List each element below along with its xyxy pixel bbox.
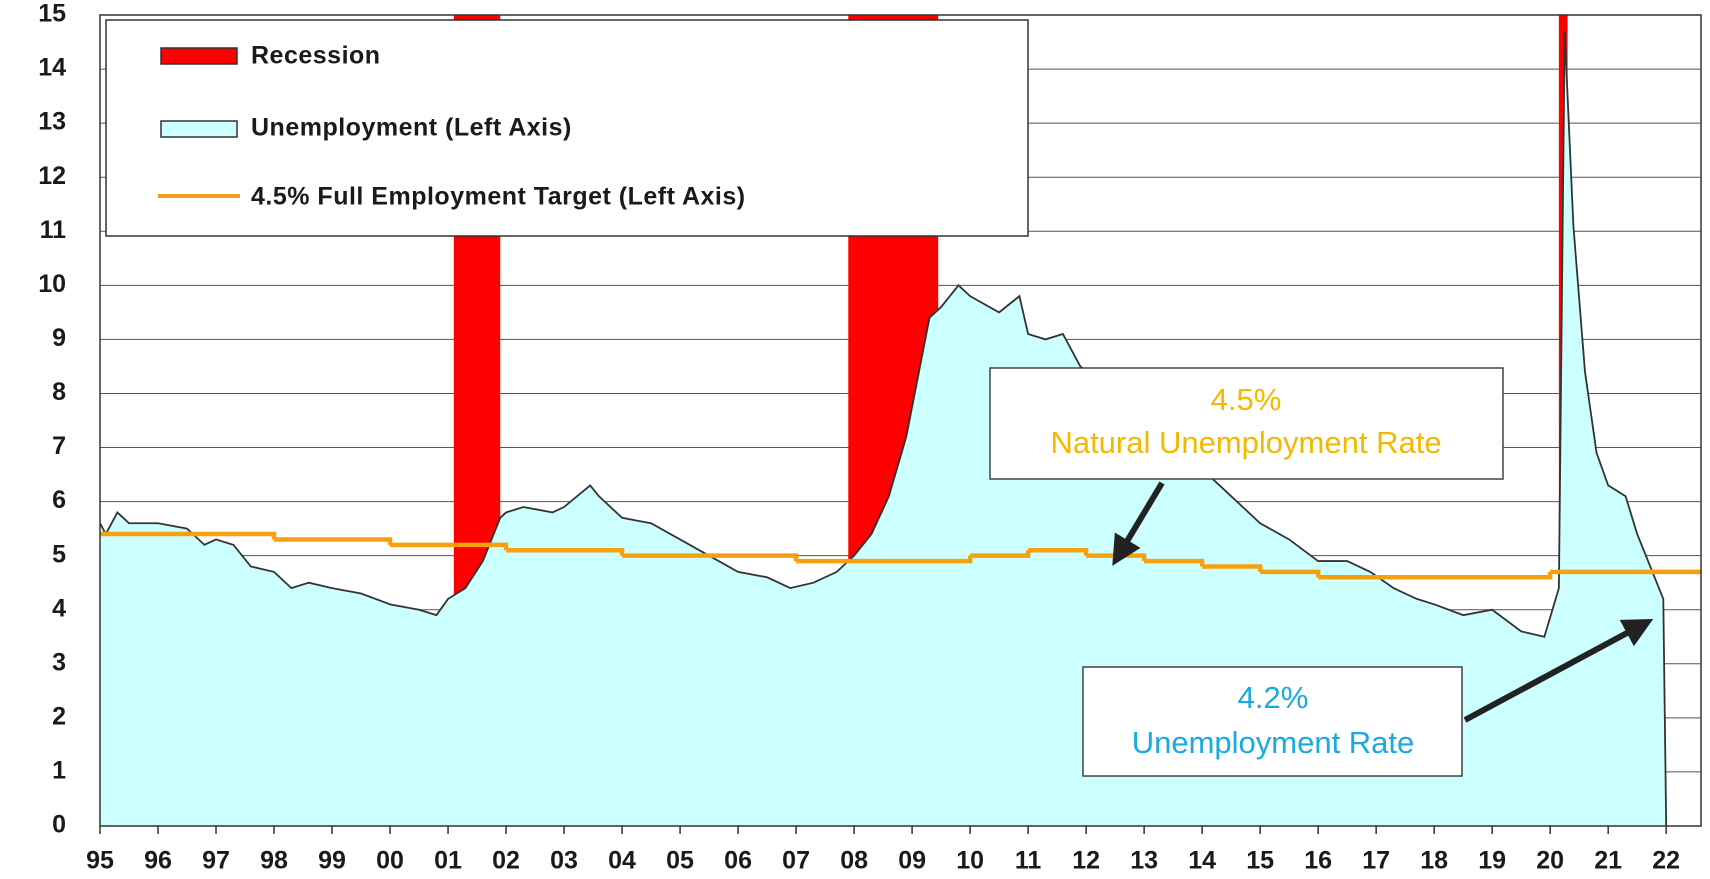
legend-box [105,19,1029,237]
y-tick-label: 5 [52,540,66,568]
x-tick-label: 00 [376,847,404,875]
y-tick-label: 0 [52,811,66,839]
y-tick-label: 15 [38,0,66,28]
x-tick-label: 97 [202,847,230,875]
target-step [274,537,393,545]
annotation-text: 4.5% [1211,382,1282,417]
x-tick-label: 16 [1304,847,1332,875]
target-step [506,548,625,556]
annotation-arrow [1112,481,1165,566]
y-tick-label: 11 [40,216,67,244]
x-tick-label: 08 [840,847,868,875]
y-tick-label: 14 [38,54,66,82]
legend-label: 4.5% Full Employment Target (Left Axis) [251,183,746,211]
legend-label: Unemployment (Left Axis) [251,114,572,142]
x-tick-label: 11 [1015,847,1042,875]
target-step [1028,548,1089,556]
annotation-box [1082,666,1463,777]
legend-swatch [160,120,238,138]
y-tick-label: 12 [38,162,66,190]
x-tick-label: 13 [1130,847,1158,875]
y-tick-label: 3 [52,648,66,676]
x-tick-label: 19 [1478,847,1506,875]
x-tick-label: 96 [144,847,172,875]
x-tick-label: 15 [1246,847,1274,875]
legend-label: Recession [251,42,381,70]
unemployment-line [100,31,1668,826]
x-tick-label: 18 [1420,847,1448,875]
x-tick-label: 05 [666,847,694,875]
target-step [1260,569,1321,578]
annotation-text: Natural Unemployment Rate [1050,425,1441,460]
y-tick-label: 1 [52,757,66,785]
x-tick-label: 03 [550,847,578,875]
y-tick-label: 4 [52,594,66,622]
y-tick-label: 13 [38,108,66,136]
x-tick-label: 01 [434,847,462,875]
y-tick-label: 6 [52,486,66,514]
annotation-text: 4.2% [1238,680,1309,715]
y-tick-label: 7 [52,432,66,460]
x-tick-label: 09 [898,847,926,875]
x-tick-label: 20 [1536,847,1564,875]
x-tick-label: 10 [956,847,984,875]
legend: Recession Unemployment (Left Axis) 4.5% … [105,19,1029,237]
target-step [1086,553,1147,562]
x-tick-label: 17 [1362,847,1390,875]
x-tick-label: 22 [1652,847,1680,875]
x-tick-label: 21 [1594,847,1622,875]
x-tick-label: 95 [86,847,114,875]
y-tick-label: 8 [52,378,66,406]
y-tick-label: 2 [52,702,66,730]
x-tick-label: 02 [492,847,520,875]
x-tick-label: 04 [608,847,636,875]
target-step [1202,564,1263,572]
y-tick-label: 10 [38,270,66,298]
x-tick-label: 07 [782,847,810,875]
x-tick-label: 12 [1072,847,1100,875]
x-tick-label: 14 [1188,847,1216,875]
annotation-text: Unemployment Rate [1132,725,1415,760]
annotation-box [989,367,1504,480]
target-step [1318,571,1553,580]
plot-border [99,14,1702,827]
x-tick-label: 98 [260,847,288,875]
annotations: 4.5% Natural Unemployment Rate 4.2% Unem… [989,367,1654,777]
annotation-arrow [1463,618,1654,723]
y-tick-label: 9 [52,324,66,352]
x-tick-label: 99 [318,847,346,875]
legend-swatch [160,47,238,65]
unemployment-area [100,31,1667,826]
x-tick-label: 06 [724,847,752,875]
